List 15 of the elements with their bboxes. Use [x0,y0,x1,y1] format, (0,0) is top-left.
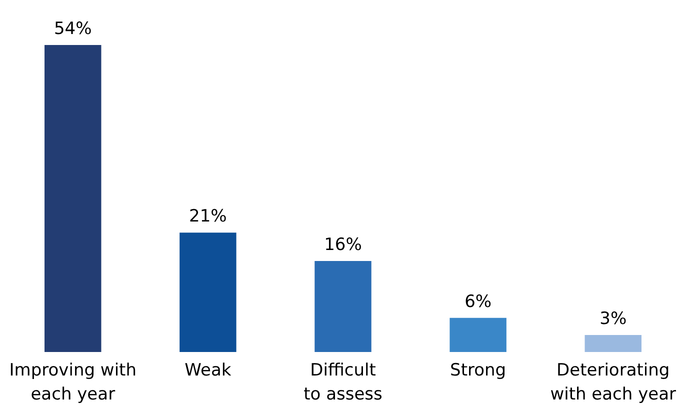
x-tick-label: Deteriorating with each year [550,360,676,404]
bar [584,334,642,352]
data-label: 3% [600,308,627,329]
x-tick-label: Weak [184,360,232,380]
x-tick-label: Strong [450,360,506,380]
x-tick-label: Improving with each year [9,360,136,404]
bar [314,261,372,352]
data-label: 21% [189,206,227,227]
bar [44,45,102,352]
data-label: 16% [324,235,362,256]
data-label: 6% [464,292,492,312]
data-label: 54% [54,19,92,39]
x-tick-label: Difficult to assess [304,360,383,404]
bar [450,318,506,352]
bar [180,232,236,352]
